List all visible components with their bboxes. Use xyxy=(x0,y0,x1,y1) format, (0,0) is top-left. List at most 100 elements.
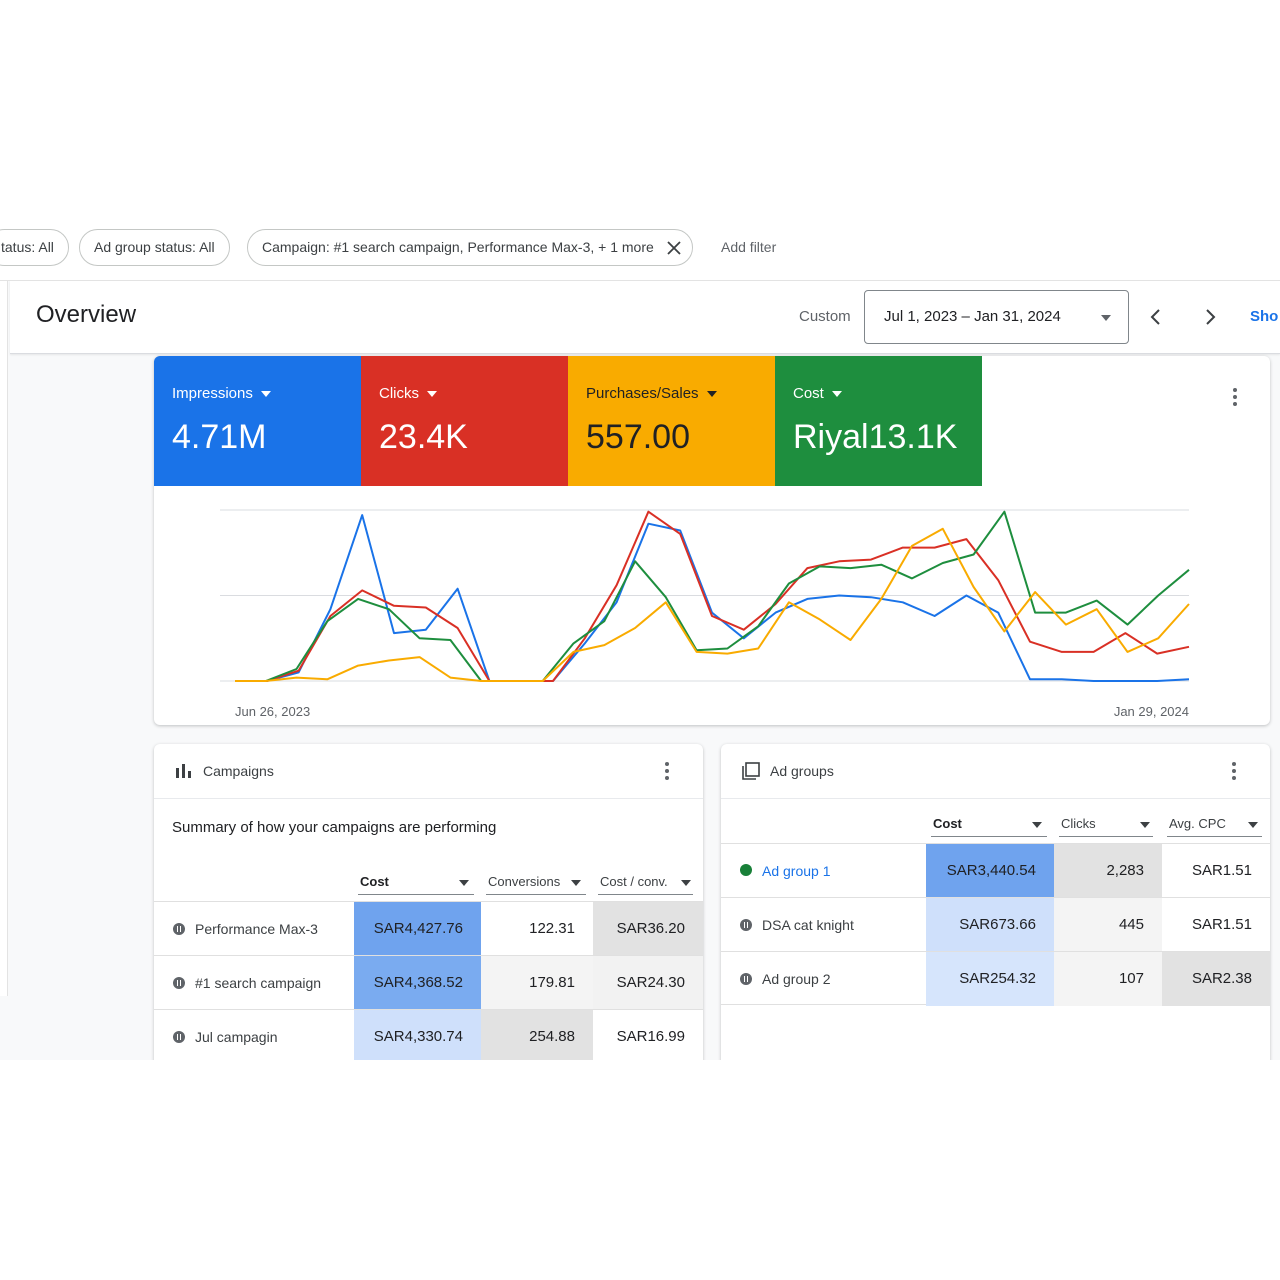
col-header-cost-per-conv[interactable]: Cost / conv. xyxy=(600,874,668,889)
ad-groups-icon xyxy=(742,762,760,780)
col-header-cost[interactable]: Cost xyxy=(360,874,389,889)
cost-cell: SAR3,440.54 xyxy=(926,844,1054,898)
caret-down-icon xyxy=(427,391,437,398)
series-line-3 xyxy=(235,527,1190,682)
campaign-name[interactable]: Jul campagin xyxy=(195,1029,278,1045)
clicks-cell: 445 xyxy=(1054,898,1162,952)
line-chart: Jun 26, 2023 Jan 29, 2024 xyxy=(220,509,1190,719)
filter-bar: tatus: All Ad group status: All Campaign… xyxy=(0,229,1280,269)
bar-chart-icon xyxy=(176,764,191,778)
metric-value: Riyal13.1K xyxy=(793,418,958,456)
caret-down-icon xyxy=(706,391,717,398)
metric-value: 557.00 xyxy=(586,418,690,456)
cost-cell: SAR4,330.74 xyxy=(354,1010,481,1060)
chevron-left-icon[interactable] xyxy=(1144,305,1168,329)
cost-cell: SAR4,368.52 xyxy=(354,956,481,1010)
col-header-clicks[interactable]: Clicks xyxy=(1061,816,1096,831)
table-row[interactable]: #1 search campaign SAR4,368.52 179.81 SA… xyxy=(154,955,703,1010)
paused-status-icon xyxy=(173,923,185,935)
more-vert-icon[interactable] xyxy=(657,759,677,783)
campaign-name[interactable]: Performance Max-3 xyxy=(195,921,318,937)
metric-impressions[interactable]: Impressions 4.71M xyxy=(154,356,361,486)
clicks-cell: 107 xyxy=(1054,952,1162,1006)
metric-purchases[interactable]: Purchases/Sales 557.00 xyxy=(568,356,775,486)
metric-label: Cost xyxy=(793,385,824,402)
campaigns-card: Campaigns Summary of how your campaigns … xyxy=(154,744,703,1060)
col-header-avg-cpc[interactable]: Avg. CPC xyxy=(1169,816,1226,831)
campaigns-card-title: Campaigns xyxy=(203,763,274,779)
col-underline xyxy=(1059,836,1153,837)
table-row[interactable]: Jul campagin SAR4,330.74 254.88 SAR16.99 xyxy=(154,1009,703,1060)
caret-down-icon[interactable] xyxy=(571,880,581,886)
series-line-0 xyxy=(235,514,1190,682)
date-range-select[interactable]: Jul 1, 2023 – Jan 31, 2024 xyxy=(864,290,1129,344)
caret-down-icon[interactable] xyxy=(1140,822,1150,828)
caret-down-icon[interactable] xyxy=(1248,822,1258,828)
ad-groups-card: Ad groups Cost Clicks Avg. CPC Ad group … xyxy=(721,744,1270,1060)
enabled-status-icon xyxy=(740,864,752,876)
cost-cell: SAR4,427.76 xyxy=(354,902,481,956)
metric-clicks[interactable]: Clicks 23.4K xyxy=(361,356,568,486)
metric-label: Purchases/Sales xyxy=(586,385,699,402)
caret-down-icon xyxy=(260,391,271,398)
col-underline xyxy=(1167,836,1262,837)
add-filter-button[interactable]: Add filter xyxy=(721,239,777,255)
avg-cpc-cell: SAR2.38 xyxy=(1162,952,1270,1006)
metric-value: 23.4K xyxy=(379,418,468,456)
overview-app: Overview Custom Jul 1, 2023 – Jan 31, 20… xyxy=(0,280,1280,1060)
caret-down-icon xyxy=(1101,315,1111,321)
col-header-cost[interactable]: Cost xyxy=(933,816,962,831)
ad-group-name[interactable]: Ad group 2 xyxy=(762,971,831,987)
campaign-filter-label: Campaign: #1 search campaign, Performanc… xyxy=(262,239,654,255)
ad-groups-card-title: Ad groups xyxy=(770,763,834,779)
metric-cost[interactable]: Cost Riyal13.1K xyxy=(775,356,982,486)
show-link[interactable]: Sho xyxy=(1250,308,1279,325)
caret-down-icon[interactable] xyxy=(681,880,691,886)
date-range-value: Jul 1, 2023 – Jan 31, 2024 xyxy=(884,308,1061,325)
x-axis-end-label: Jan 29, 2024 xyxy=(1114,704,1189,719)
left-rail xyxy=(0,281,8,996)
cost-per-conv-cell: SAR24.30 xyxy=(593,956,703,1010)
ad-group-name-link[interactable]: Ad group 1 xyxy=(762,863,831,879)
ad-group-name[interactable]: DSA cat knight xyxy=(762,917,854,933)
date-preset-label: Custom xyxy=(799,308,851,325)
avg-cpc-cell: SAR1.51 xyxy=(1162,898,1270,952)
campaign-status-filter-chip[interactable]: tatus: All xyxy=(0,229,69,266)
ad-group-status-filter-chip[interactable]: Ad group status: All xyxy=(79,229,230,266)
metric-label: Clicks xyxy=(379,385,419,402)
metric-label: Impressions xyxy=(172,385,253,402)
cost-per-conv-cell: SAR36.20 xyxy=(593,902,703,956)
caret-down-icon[interactable] xyxy=(1032,822,1042,828)
chart-series xyxy=(235,510,1190,682)
campaign-name[interactable]: #1 search campaign xyxy=(195,975,322,991)
table-row[interactable]: Ad group 2 SAR254.32 107 SAR2.38 xyxy=(721,951,1270,1006)
col-underline xyxy=(486,894,586,895)
more-vert-icon[interactable] xyxy=(1225,385,1245,409)
col-underline xyxy=(598,894,693,895)
series-line-1 xyxy=(235,510,1190,682)
conversions-cell: 122.31 xyxy=(481,902,593,956)
caret-down-icon[interactable] xyxy=(459,880,469,886)
col-header-conversions[interactable]: Conversions xyxy=(488,874,561,889)
cost-cell: SAR254.32 xyxy=(926,952,1054,1006)
col-underline xyxy=(358,894,474,895)
campaigns-card-header: Campaigns xyxy=(154,744,703,799)
table-row[interactable]: DSA cat knight SAR673.66 445 SAR1.51 xyxy=(721,897,1270,952)
cost-per-conv-cell: SAR16.99 xyxy=(593,1010,703,1060)
paused-status-icon xyxy=(173,977,185,989)
close-icon[interactable] xyxy=(666,240,682,256)
overview-header: Overview Custom Jul 1, 2023 – Jan 31, 20… xyxy=(10,281,1280,354)
paused-status-icon xyxy=(740,973,752,985)
table-row[interactable]: Performance Max-3 SAR4,427.76 122.31 SAR… xyxy=(154,901,703,956)
campaigns-summary: Summary of how your campaigns are perfor… xyxy=(172,819,497,836)
chevron-right-icon[interactable] xyxy=(1198,305,1222,329)
campaign-filter-chip[interactable]: Campaign: #1 search campaign, Performanc… xyxy=(247,229,693,266)
conversions-cell: 179.81 xyxy=(481,956,593,1010)
more-vert-icon[interactable] xyxy=(1224,759,1244,783)
paused-status-icon xyxy=(740,919,752,931)
conversions-cell: 254.88 xyxy=(481,1010,593,1060)
table-row[interactable]: Ad group 1 SAR3,440.54 2,283 SAR1.51 xyxy=(721,843,1270,898)
ad-groups-card-header: Ad groups xyxy=(721,744,1270,799)
series-line-2 xyxy=(235,510,1190,682)
clicks-cell: 2,283 xyxy=(1054,844,1162,898)
